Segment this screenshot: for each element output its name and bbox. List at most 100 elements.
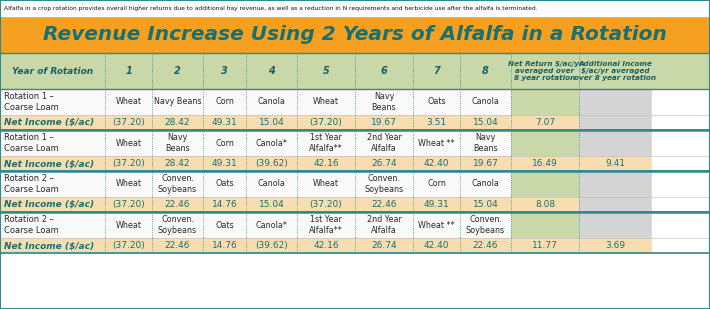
Text: Canola: Canola [471,98,499,107]
Text: (37.20): (37.20) [310,200,342,209]
Text: Rotation 2 –
Coarse Loam: Rotation 2 – Coarse Loam [4,215,59,235]
Text: Oats: Oats [427,98,446,107]
Bar [511,212,579,238]
Bar [0,53,710,89]
Bar [0,171,511,197]
Text: Conven.
Soybeans: Conven. Soybeans [364,174,403,194]
Bar [579,130,651,156]
Bar [0,212,511,238]
Text: Additional Income
$/ac/yr averaged
over 8 year rotation: Additional Income $/ac/yr averaged over … [574,61,656,81]
Text: Canola: Canola [471,180,499,188]
Text: Corn: Corn [215,98,234,107]
Text: (39.62): (39.62) [255,241,288,250]
Bar [0,0,710,17]
Text: 22.46: 22.46 [473,241,498,250]
Text: Canola: Canola [258,180,285,188]
Text: 1st Year
Alfalfa**: 1st Year Alfalfa** [309,215,343,235]
Text: 8: 8 [482,66,489,76]
Text: Conven.
Soybeans: Conven. Soybeans [158,174,197,194]
Text: 6: 6 [381,66,388,76]
Text: Conven.
Soybeans: Conven. Soybeans [466,215,505,235]
Bar [579,212,651,238]
Bar [511,238,579,253]
Text: 49.31: 49.31 [212,159,237,168]
Bar [0,115,511,130]
Bar [511,171,579,197]
Text: 3: 3 [221,66,228,76]
Bar [0,130,511,156]
Bar [579,89,651,115]
Bar [579,171,651,197]
Text: (39.62): (39.62) [255,159,288,168]
Text: 14.76: 14.76 [212,241,237,250]
Bar [511,89,579,115]
Text: Corn: Corn [427,180,446,188]
Text: 1st Year
Alfalfa**: 1st Year Alfalfa** [309,133,343,153]
Text: 2nd Year
Alfalfa: 2nd Year Alfalfa [366,215,401,235]
Bar [511,130,579,156]
Text: 2nd Year
Alfalfa: 2nd Year Alfalfa [366,133,401,153]
Text: Year of Rotation: Year of Rotation [12,66,93,75]
Text: 14.76: 14.76 [212,200,237,209]
Text: 22.46: 22.46 [165,200,190,209]
Text: 26.74: 26.74 [371,241,397,250]
Text: 8.08: 8.08 [535,200,555,209]
Text: 4: 4 [268,66,275,76]
Bar [0,17,710,53]
Text: Navy
Beans: Navy Beans [165,133,190,153]
Text: Net Income ($/ac): Net Income ($/ac) [4,200,94,209]
Text: (37.20): (37.20) [112,118,145,127]
Text: Revenue Increase Using 2 Years of Alfalfa in a Rotation: Revenue Increase Using 2 Years of Alfalf… [43,26,667,44]
Bar [0,156,511,171]
Text: Wheat: Wheat [116,138,141,147]
Text: Canola*: Canola* [256,138,288,147]
Text: Navy
Beans: Navy Beans [473,133,498,153]
Text: 11.77: 11.77 [532,241,558,250]
Text: 15.04: 15.04 [473,200,498,209]
Text: 19.67: 19.67 [473,159,498,168]
Text: Wheat **: Wheat ** [418,221,454,230]
Text: 49.31: 49.31 [212,118,237,127]
Text: 3.69: 3.69 [605,241,625,250]
Text: 28.42: 28.42 [165,118,190,127]
Text: Conven.
Soybeans: Conven. Soybeans [158,215,197,235]
Bar [0,238,511,253]
Bar [0,89,511,115]
Text: (37.20): (37.20) [112,200,145,209]
Text: Wheat: Wheat [313,98,339,107]
Text: Navy
Beans: Navy Beans [372,92,396,112]
Bar [579,238,651,253]
Text: 16.49: 16.49 [532,159,558,168]
Text: 22.46: 22.46 [165,241,190,250]
Text: Navy Beans: Navy Beans [154,98,201,107]
Bar [579,115,651,130]
Text: Canola*: Canola* [256,221,288,230]
Text: Net Income ($/ac): Net Income ($/ac) [4,241,94,250]
Text: Wheat: Wheat [116,221,141,230]
Text: Wheat: Wheat [313,180,339,188]
Text: 7.07: 7.07 [535,118,555,127]
Text: 9.41: 9.41 [605,159,625,168]
Text: Oats: Oats [215,180,234,188]
Text: 7: 7 [433,66,440,76]
Text: 5: 5 [322,66,329,76]
Text: 42.40: 42.40 [424,159,449,168]
Text: 2: 2 [174,66,181,76]
Bar [579,156,651,171]
Text: 1: 1 [125,66,132,76]
Bar [511,197,579,212]
Text: 42.16: 42.16 [313,241,339,250]
Text: 19.67: 19.67 [371,118,397,127]
Text: Net Income ($/ac): Net Income ($/ac) [4,159,94,168]
Bar [0,197,511,212]
Text: Alfalfa in a crop rotation provides overall higher returns due to additional hay: Alfalfa in a crop rotation provides over… [4,6,537,11]
Text: 42.16: 42.16 [313,159,339,168]
Text: 26.74: 26.74 [371,159,397,168]
Text: 22.46: 22.46 [371,200,397,209]
Text: 15.04: 15.04 [473,118,498,127]
Text: Rotation 2 –
Coarse Loam: Rotation 2 – Coarse Loam [4,174,59,194]
Bar [511,115,579,130]
Text: Canola: Canola [258,98,285,107]
Text: Wheat: Wheat [116,98,141,107]
Text: Wheat: Wheat [116,180,141,188]
